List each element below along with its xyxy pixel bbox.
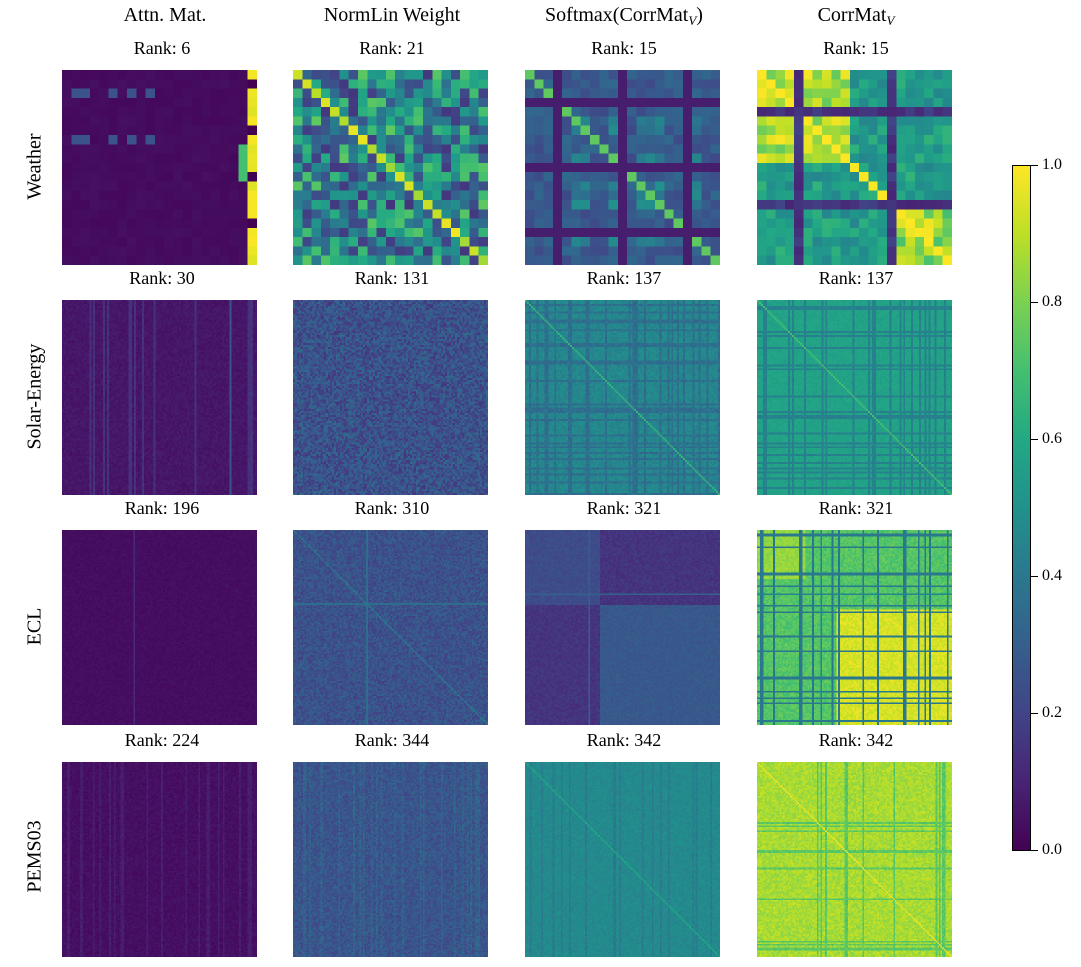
rank-label: Rank: 6 (133, 38, 191, 58)
colorbar-tick (1031, 713, 1038, 714)
colorbar-tick (1031, 302, 1038, 303)
colorbar-tick-label: 0.0 (1042, 841, 1062, 858)
colorbar-tick-label: 0.2 (1042, 704, 1062, 721)
row-label-weather: Weather (23, 133, 46, 200)
column-title-close: ) (696, 4, 703, 26)
heatmap-pems03-normlin (293, 762, 488, 957)
heatmap-pems03-corrmat (757, 762, 952, 957)
rank-label: Rank: 137 (818, 268, 894, 288)
heatmap-weather-corrmat (757, 70, 952, 265)
rank-label: Rank: 15 (591, 38, 657, 58)
colorbar-tick-label: 1.0 (1042, 156, 1062, 173)
heatmap-ecl-normlin (293, 530, 488, 725)
column-title-text: CorrMat (817, 4, 887, 26)
colorbar-tick-label: 0.4 (1042, 567, 1062, 584)
column-title-text: Attn. Mat. (123, 4, 207, 26)
rank-label: Rank: 344 (354, 730, 430, 750)
heatmap-weather-normlin (293, 70, 488, 265)
heatmap-solar-softmax (525, 300, 720, 495)
rank-label: Rank: 137 (586, 268, 662, 288)
column-title-text: Softmax(CorrMat (545, 4, 689, 26)
heatmap-weather-softmax (525, 70, 720, 265)
rank-label: Rank: 30 (129, 268, 195, 288)
colorbar-tick-label: 0.6 (1042, 430, 1062, 447)
heatmap-ecl-corrmat (757, 530, 952, 725)
heatmap-weather-attn (62, 70, 257, 265)
column-title-subscript: V (886, 13, 895, 28)
heatmap-ecl-softmax (525, 530, 720, 725)
heatmap-solar-corrmat (757, 300, 952, 495)
rank-label: Rank: 196 (124, 498, 200, 518)
rank-label: Rank: 224 (124, 730, 200, 750)
rank-label: Rank: 321 (586, 498, 662, 518)
column-title-text: NormLin Weight (323, 4, 461, 26)
row-label-pems03: PEMS03 (23, 820, 46, 893)
column-title-normlin: NormLin Weight (272, 4, 512, 27)
rank-label: Rank: 21 (359, 38, 425, 58)
rank-label: Rank: 342 (818, 730, 894, 750)
rank-label: Rank: 131 (354, 268, 430, 288)
colorbar-tick (1031, 165, 1038, 166)
heatmap-ecl-attn (62, 530, 257, 725)
heatmap-pems03-attn (62, 762, 257, 957)
rank-label: Rank: 342 (586, 730, 662, 750)
colorbar-tick (1031, 439, 1038, 440)
column-title-attn: Attn. Mat. (45, 4, 285, 27)
heatmap-pems03-softmax (525, 762, 720, 957)
rank-label: Rank: 15 (823, 38, 889, 58)
column-title-subscript: V (688, 13, 697, 28)
row-label-ecl: ECL (23, 607, 46, 646)
column-title-softmax: Softmax(CorrMatV) (504, 4, 744, 29)
heatmap-solar-normlin (293, 300, 488, 495)
column-title-corrmat: CorrMatV (736, 4, 976, 29)
colorbar (1012, 165, 1031, 851)
row-label-solar: Solar-Energy (23, 343, 46, 450)
colorbar-tick (1031, 850, 1038, 851)
rank-label: Rank: 321 (818, 498, 894, 518)
colorbar-tick (1031, 576, 1038, 577)
heatmap-solar-attn (62, 300, 257, 495)
colorbar-tick-label: 0.8 (1042, 293, 1062, 310)
rank-label: Rank: 310 (354, 498, 430, 518)
